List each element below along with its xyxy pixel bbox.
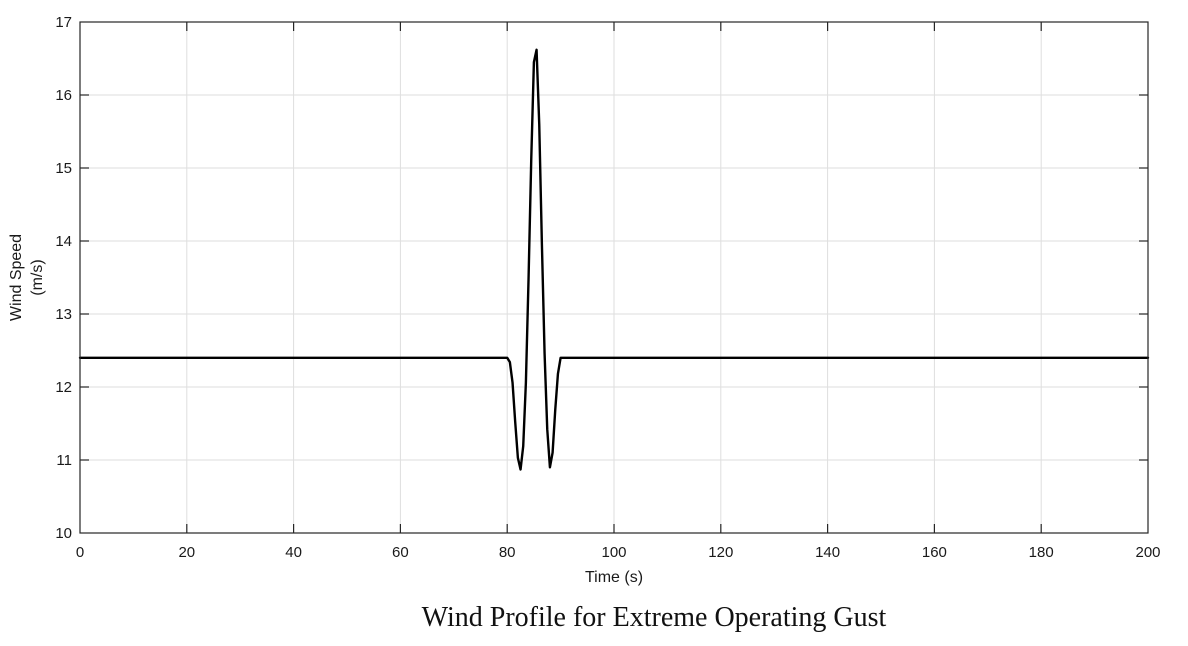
y-tick-label: 14 xyxy=(55,233,72,250)
y-tick-label: 16 xyxy=(55,87,72,104)
x-tick-label: 160 xyxy=(922,544,947,561)
x-tick-label: 0 xyxy=(76,544,84,561)
y-axis-label-line: Wind Speed xyxy=(8,234,25,321)
x-tick-label: 80 xyxy=(499,544,516,561)
y-axis-label-line: (m/s) xyxy=(29,259,46,295)
x-tick-label: 180 xyxy=(1029,544,1054,561)
y-tick-label: 12 xyxy=(55,379,72,396)
y-tick-label: 13 xyxy=(55,306,72,323)
y-tick-label: 11 xyxy=(56,452,72,469)
x-tick-label: 100 xyxy=(601,544,626,561)
x-tick-label: 40 xyxy=(285,544,302,561)
x-tick-label: 200 xyxy=(1135,544,1160,561)
y-tick-label: 10 xyxy=(55,525,72,542)
chart: 0 20 40 60 80 100 120 140 160 180 200 10 11 12 13 14 15 1… xyxy=(8,14,1161,586)
x-axis-label: Time (s) xyxy=(585,569,643,586)
y-tick-label: 15 xyxy=(55,160,72,177)
y-tick-label: 17 xyxy=(55,14,72,31)
frame-layer xyxy=(79,21,1149,534)
grid-layer xyxy=(80,22,1148,533)
x-tick-label: 140 xyxy=(815,544,840,561)
x-tick-label: 20 xyxy=(178,544,195,561)
label-layer: 0 20 40 60 80 100 120 140 160 180 200 10 11 12 13 14 15 1… xyxy=(8,14,1161,586)
line-layer xyxy=(78,48,1150,471)
figure-caption: Wind Profile for Extreme Operating Gust xyxy=(421,602,887,633)
x-tick-label: 120 xyxy=(708,544,733,561)
series-line xyxy=(78,48,1150,471)
x-tick-label: 60 xyxy=(392,544,409,561)
